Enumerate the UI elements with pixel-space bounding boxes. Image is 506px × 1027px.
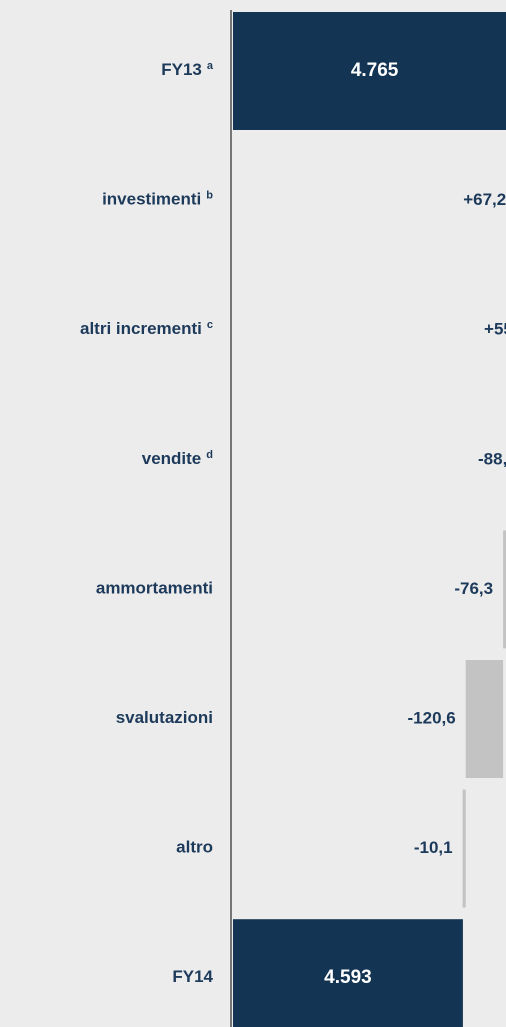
value-label: +67,2 (463, 190, 506, 209)
category-label: investimenti b (102, 190, 213, 210)
value-label: 4.593 (324, 967, 372, 988)
category-label: ammortamenti (96, 579, 213, 598)
value-label: +55,6 (484, 320, 506, 339)
category-name: svalutazioni (116, 708, 213, 727)
footnote-marker: c (207, 319, 213, 331)
value-label: -120,6 (408, 708, 456, 727)
category-name: FY14 (172, 968, 213, 987)
category-name: FY13 (161, 60, 202, 79)
bar (503, 530, 506, 649)
category-label: altro (176, 838, 213, 857)
category-label: altri incrementi c (80, 319, 213, 339)
category-name: altri incrementi (80, 320, 202, 339)
category-name: altro (176, 838, 213, 857)
category-label: FY14 (172, 968, 213, 987)
bar (233, 12, 506, 130)
category-label: vendite d (142, 449, 213, 469)
footnote-marker: b (206, 190, 213, 202)
category-name: investimenti (102, 190, 201, 209)
value-label: 4.765 (351, 60, 399, 81)
bar (462, 789, 466, 908)
value-label: -10,1 (414, 838, 453, 857)
category-label: svalutazioni (116, 708, 213, 727)
value-label: -88,8 (478, 449, 506, 468)
bar (465, 660, 504, 778)
bar (233, 919, 463, 1027)
footnote-marker: d (206, 449, 213, 461)
category-name: vendite (142, 449, 202, 468)
footnote-marker: a (207, 60, 214, 72)
value-label: -76,3 (454, 579, 493, 598)
category-label: FY13 a (161, 60, 214, 80)
category-name: ammortamenti (96, 579, 213, 598)
